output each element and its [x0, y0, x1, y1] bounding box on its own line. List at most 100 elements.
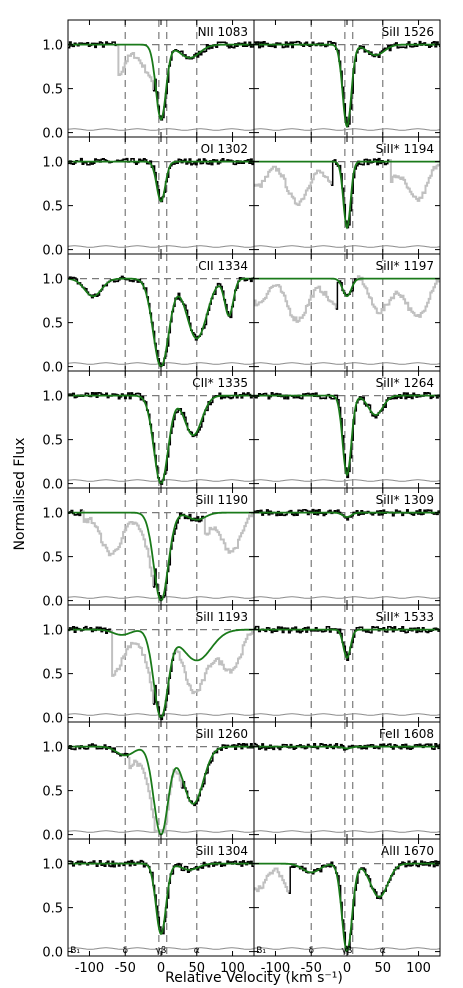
contaminated-spectrum — [175, 630, 254, 695]
panel-siii-1304: 0.0 0.5 1.0 -100 -50 0 50 100 SiII 1304 B₁ δ γβ α — [42, 838, 255, 976]
y-tick-label: 1.0 — [42, 507, 63, 522]
error-spectrum — [254, 245, 440, 248]
error-spectrum — [254, 713, 440, 716]
observed-spectrum — [254, 508, 440, 521]
panel-plot-area — [254, 722, 440, 839]
y-tick-label: 0.5 — [42, 668, 63, 683]
panel-plot-area — [68, 722, 254, 839]
component-label: γβ — [341, 946, 352, 956]
y-tick-label: 1.0 — [42, 156, 63, 171]
panel-siiistar-1197: SiII* 1197 — [253, 253, 441, 372]
panel-plot-area — [68, 137, 254, 254]
panel-label: SiII* 1197 — [376, 259, 434, 273]
panel-plot-area — [254, 605, 440, 722]
error-spectrum — [254, 362, 440, 365]
panel-plot-area — [68, 839, 254, 956]
panel-label: OI 1302 — [201, 142, 248, 156]
model-fit — [254, 628, 440, 659]
panel-siiistar-1194: SiII* 1194 — [253, 136, 441, 255]
error-spectrum — [254, 830, 440, 833]
panel-siii-1526: SiII 1526 — [253, 19, 441, 138]
model-fit — [68, 277, 254, 368]
panel-label: CII 1334 — [198, 259, 248, 273]
error-spectrum — [68, 947, 254, 950]
component-label: B₁ — [70, 946, 80, 956]
panel-siii-1190: 0.0 0.5 1.0 SiII 1190 — [42, 487, 255, 610]
contaminated-spectrum — [116, 44, 154, 91]
error-spectrum — [68, 128, 254, 131]
x-tick-label: -100 — [261, 961, 291, 976]
panel-ciistar-1335: 0.0 0.5 1.0 CII* 1335 — [42, 370, 255, 493]
x-tick-label: 0 — [343, 961, 351, 976]
x-tick-label: -50 — [115, 961, 136, 976]
y-tick-label: 1.0 — [42, 858, 63, 873]
model-fit — [68, 394, 254, 485]
panel-label: SiII* 1264 — [376, 376, 434, 390]
component-label: α — [194, 946, 200, 956]
error-spectrum — [68, 713, 254, 716]
component-label: δ — [122, 946, 128, 956]
model-fit — [68, 628, 254, 719]
y-tick-label: 1.0 — [42, 273, 63, 288]
y-tick-label: 1.0 — [42, 741, 63, 756]
y-tick-label: 0.5 — [42, 317, 63, 332]
observed-spectrum — [254, 625, 440, 661]
panel-label: CII* 1335 — [192, 376, 248, 390]
y-tick-label: 0.0 — [42, 829, 63, 844]
contaminated-spectrum — [254, 284, 337, 323]
y-tick-label: 0.5 — [42, 902, 63, 917]
model-fit — [254, 43, 440, 129]
y-tick-label: 1.0 — [42, 390, 63, 405]
panel-plot-area — [254, 20, 440, 137]
y-tick-label: 1.0 — [42, 39, 63, 54]
observed-spectrum — [68, 275, 254, 366]
panel-alii-1670: -100 -50 0 50 100 AlII 1670 B₁ δ γβ α — [253, 838, 441, 976]
model-fit — [68, 745, 254, 836]
panel-plot-area — [254, 137, 440, 254]
observed-spectrum — [153, 512, 205, 601]
observed-spectrum — [153, 41, 254, 121]
contaminated-spectrum — [254, 165, 333, 206]
y-tick-label: 0.5 — [42, 434, 63, 449]
observed-spectrum — [68, 391, 254, 485]
model-fit — [254, 745, 440, 750]
y-tick-label: 0.0 — [42, 712, 63, 727]
panel-siii-1193: 0.0 0.5 1.0 SiII 1193 — [42, 604, 255, 727]
x-tick-label: 50 — [188, 961, 205, 976]
panel-label: SiII* 1309 — [376, 493, 434, 507]
error-spectrum — [254, 479, 440, 482]
panel-plot-area — [68, 488, 254, 605]
observed-spectrum — [254, 392, 440, 479]
panel-siii-1260: 0.0 0.5 1.0 SiII 1260 — [42, 721, 255, 844]
model-fit — [254, 160, 440, 230]
error-spectrum — [68, 479, 254, 482]
error-spectrum — [254, 596, 440, 599]
x-axis-label: Relative Velocity (km s⁻¹) — [165, 970, 343, 986]
model-fit — [254, 511, 440, 518]
y-tick-label: 0.0 — [42, 595, 63, 610]
panel-label: FeII 1608 — [379, 727, 434, 741]
contaminated-spectrum — [203, 511, 254, 554]
panel-label: SiII 1190 — [196, 493, 248, 507]
contaminated-spectrum — [110, 629, 154, 705]
y-tick-label: 0.0 — [42, 361, 63, 376]
panel-label: AlII 1670 — [381, 844, 434, 858]
model-fit — [68, 160, 254, 203]
y-tick-label: 0.0 — [42, 244, 63, 259]
panel-plot-area — [254, 488, 440, 605]
contaminated-spectrum — [254, 867, 290, 894]
panel-label: SiII* 1194 — [376, 142, 434, 156]
observed-spectrum — [181, 742, 254, 807]
model-fit — [68, 43, 254, 121]
y-tick-label: 0.5 — [42, 200, 63, 215]
panel-label: SiII 1260 — [196, 727, 248, 741]
panel-grid: 0.0 0.5 1.0 NII 1083 SiII 1526 0.0 0.5 1.0 OI 13… — [42, 19, 441, 976]
panel-label: SiII 1304 — [196, 844, 248, 858]
x-tick-label: 50 — [374, 961, 391, 976]
component-label: δ — [308, 946, 314, 956]
panel-siiistar-1533: SiII* 1533 — [253, 604, 441, 723]
contaminated-spectrum — [356, 275, 440, 318]
x-tick-label: -100 — [75, 961, 105, 976]
error-spectrum — [68, 245, 254, 248]
